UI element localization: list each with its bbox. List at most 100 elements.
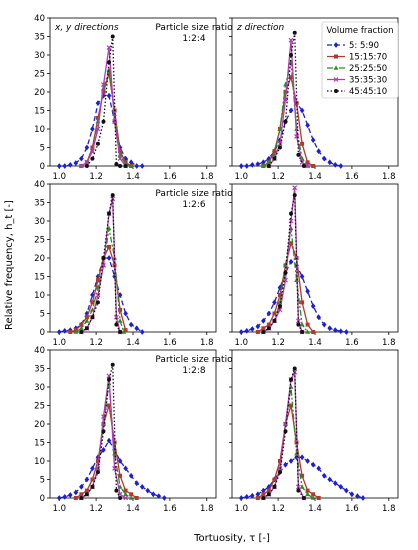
panel-1-0: 1.0 1.2 1.4 1.6 1.80510152025303540Particle … xyxy=(34,180,233,348)
data-point-0 xyxy=(107,93,112,99)
x-tick-label: 1.8 xyxy=(200,504,214,514)
x-tick-label: 1.6 xyxy=(163,338,177,348)
series-line-1 xyxy=(258,243,313,332)
y-tick-label: 20 xyxy=(34,254,45,264)
series-0 xyxy=(239,259,349,335)
x-tick-label: 1.4 xyxy=(126,504,140,514)
x-tick-label: 1.2 xyxy=(271,338,285,348)
data-point-0 xyxy=(62,163,67,169)
y-tick-label: 10 xyxy=(34,125,45,135)
data-point-4 xyxy=(90,315,94,319)
data-point-4 xyxy=(272,157,276,161)
panel-2-1: 1.0 1.2 1.4 1.6 1.8 xyxy=(229,350,398,514)
data-point-0 xyxy=(68,162,73,168)
y-tick-label: 20 xyxy=(34,88,45,98)
data-point-0 xyxy=(57,329,62,335)
x-tick-label: 1.2 xyxy=(271,172,285,182)
series-line-3 xyxy=(269,40,308,166)
data-point-4 xyxy=(85,326,89,330)
x-tick-label: 1.6 xyxy=(345,338,359,348)
series-line-0 xyxy=(241,262,346,332)
size-ratio-annotation: Particle size ratio xyxy=(155,189,233,199)
data-point-4 xyxy=(101,429,105,433)
x-axis-label: Tortuosity, τ [-] xyxy=(193,533,270,544)
data-point-0 xyxy=(134,325,139,331)
data-point-1 xyxy=(74,496,78,500)
y-tick-label: 35 xyxy=(34,199,45,209)
y-tick-label: 30 xyxy=(34,51,45,61)
series-0 xyxy=(239,100,343,169)
x-tick-label: 1.0 xyxy=(52,338,66,348)
data-point-4 xyxy=(90,157,94,161)
series-1 xyxy=(74,404,139,501)
x-tick-label: 1.2 xyxy=(89,338,103,348)
x-tick-label: 1.0 xyxy=(234,338,248,348)
data-point-4 xyxy=(261,330,265,334)
data-point-4 xyxy=(289,378,293,382)
data-point-1 xyxy=(300,300,304,304)
data-point-4 xyxy=(107,60,111,64)
x-tick-label: 1.0 xyxy=(52,172,66,182)
legend-title: Volume fraction xyxy=(327,26,394,36)
data-point-4 xyxy=(114,489,118,493)
x-tick-label: 1.8 xyxy=(382,172,396,182)
data-point-0 xyxy=(244,328,249,334)
x-tick-label: 1.0 xyxy=(234,172,248,182)
legend-label-3: 35:35:30 xyxy=(349,76,387,86)
x-tick-label: 1.4 xyxy=(126,172,140,182)
legend: Volume fraction5: 5:9015:15:7025:25:5035… xyxy=(322,22,398,98)
data-point-4 xyxy=(85,492,89,496)
y-tick-label: 25 xyxy=(34,70,45,80)
size-ratio-annotation: Particle size ratio xyxy=(155,23,233,33)
data-point-0 xyxy=(305,458,310,464)
data-point-0 xyxy=(305,288,310,294)
legend-label-2: 25:25:50 xyxy=(349,64,387,74)
data-point-0 xyxy=(134,480,139,486)
y-tick-label: 25 xyxy=(34,236,45,246)
x-tick-label: 1.6 xyxy=(163,172,177,182)
data-point-0 xyxy=(327,325,332,331)
data-point-4 xyxy=(283,120,287,124)
y-tick-label: 15 xyxy=(34,107,45,117)
data-point-4 xyxy=(293,193,297,197)
data-point-0 xyxy=(344,329,349,335)
data-point-4 xyxy=(85,164,89,168)
data-point-0 xyxy=(244,494,249,500)
data-point-4 xyxy=(293,31,297,35)
data-point-4 xyxy=(79,330,83,334)
data-point-0 xyxy=(361,495,366,501)
data-point-4 xyxy=(111,193,115,197)
x-tick-label: 1.2 xyxy=(89,172,103,182)
data-point-0 xyxy=(244,163,249,169)
y-tick-label: 10 xyxy=(34,457,45,467)
x-tick-label: 1.8 xyxy=(382,504,396,514)
data-point-4 xyxy=(293,367,297,371)
x-tick-label: 1.8 xyxy=(382,338,396,348)
panel-title: z direction xyxy=(236,23,285,33)
y-tick-label: 5 xyxy=(40,476,45,486)
data-point-0 xyxy=(140,163,145,169)
data-point-0 xyxy=(250,162,255,168)
size-ratio-annotation: 1:2:4 xyxy=(182,34,206,44)
series-line-2 xyxy=(263,62,307,166)
data-point-0 xyxy=(311,137,316,143)
legend-marker-1 xyxy=(334,55,338,59)
y-tick-label: 35 xyxy=(34,33,45,43)
y-tick-label: 0 xyxy=(40,162,45,172)
data-point-4 xyxy=(101,256,105,260)
data-point-0 xyxy=(140,329,145,335)
size-ratio-annotation: 1:2:6 xyxy=(182,200,206,210)
data-point-4 xyxy=(118,496,122,500)
y-tick-label: 10 xyxy=(34,291,45,301)
series-line-1 xyxy=(258,406,319,499)
data-point-4 xyxy=(278,146,282,150)
data-point-0 xyxy=(90,126,95,132)
legend-label-4: 45:45:10 xyxy=(349,87,387,97)
x-tick-label: 1.6 xyxy=(345,172,359,182)
data-point-0 xyxy=(239,163,244,169)
legend-marker-4 xyxy=(334,89,338,93)
series-3 xyxy=(261,370,306,500)
data-point-0 xyxy=(327,159,332,165)
data-point-4 xyxy=(302,496,306,500)
